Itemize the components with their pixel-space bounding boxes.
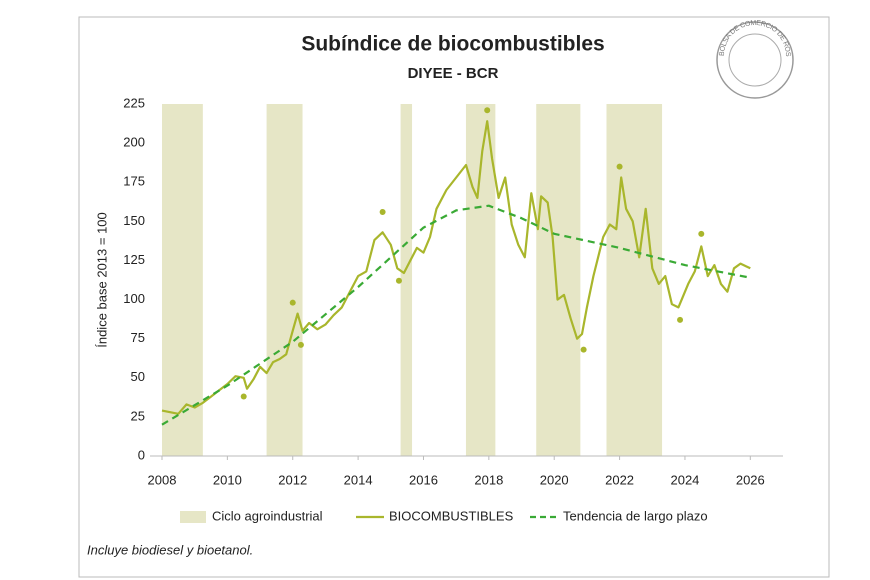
point: [379, 208, 386, 215]
logo-ring: [716, 21, 794, 99]
point: [297, 341, 304, 348]
legend-label: BIOCOMBUSTIBLES: [389, 508, 514, 523]
point: [698, 230, 705, 237]
point: [240, 393, 247, 400]
point: [616, 163, 623, 170]
x-tick-label: 2022: [605, 472, 634, 487]
x-tick-label: 2014: [344, 472, 373, 487]
y-axis-label: Índice base 2013 = 100: [94, 212, 109, 348]
series-line: [161, 120, 751, 415]
y-tick-label: 75: [131, 330, 145, 345]
frame: [78, 16, 830, 578]
y-tick-label: 225: [123, 95, 145, 110]
x-tick-label: 2024: [670, 472, 699, 487]
point: [580, 346, 587, 353]
cycle-band: [266, 104, 303, 456]
legend-label: Ciclo agroindustrial: [212, 508, 323, 523]
logo-inner: [728, 33, 782, 87]
chart-subtitle: DIYEE - BCR: [408, 65, 499, 82]
y-tick-label: 25: [131, 408, 145, 423]
x-tick-label: 2026: [736, 472, 765, 487]
x-tick-label: 2012: [278, 472, 307, 487]
cycle-band: [400, 104, 413, 456]
y-tick-label: 150: [123, 213, 145, 228]
cycle-band: [606, 104, 663, 456]
y-tick-label: 50: [131, 369, 145, 384]
footnote: Incluye biodiesel y bioetanol.: [87, 542, 253, 557]
chart-title: Subíndice de biocombustibles: [301, 33, 604, 56]
x-tick-label: 2008: [148, 472, 177, 487]
y-tick-label: 175: [123, 174, 145, 189]
legend-label: Tendencia de largo plazo: [563, 508, 708, 523]
y-tick-label: 0: [138, 447, 145, 462]
point: [289, 299, 296, 306]
y-tick-label: 200: [123, 135, 145, 150]
cycle-band: [162, 104, 203, 456]
x-tick-label: 2016: [409, 472, 438, 487]
x-tick-label: 2010: [213, 472, 242, 487]
x-tick-label: 2020: [540, 472, 569, 487]
point: [395, 277, 402, 284]
legend-swatch: [180, 511, 206, 523]
y-tick-label: 125: [123, 252, 145, 267]
point: [484, 107, 491, 114]
x-tick-label: 2018: [474, 472, 503, 487]
y-tick-label: 100: [123, 291, 145, 306]
point: [677, 316, 684, 323]
cycle-band: [536, 104, 581, 456]
